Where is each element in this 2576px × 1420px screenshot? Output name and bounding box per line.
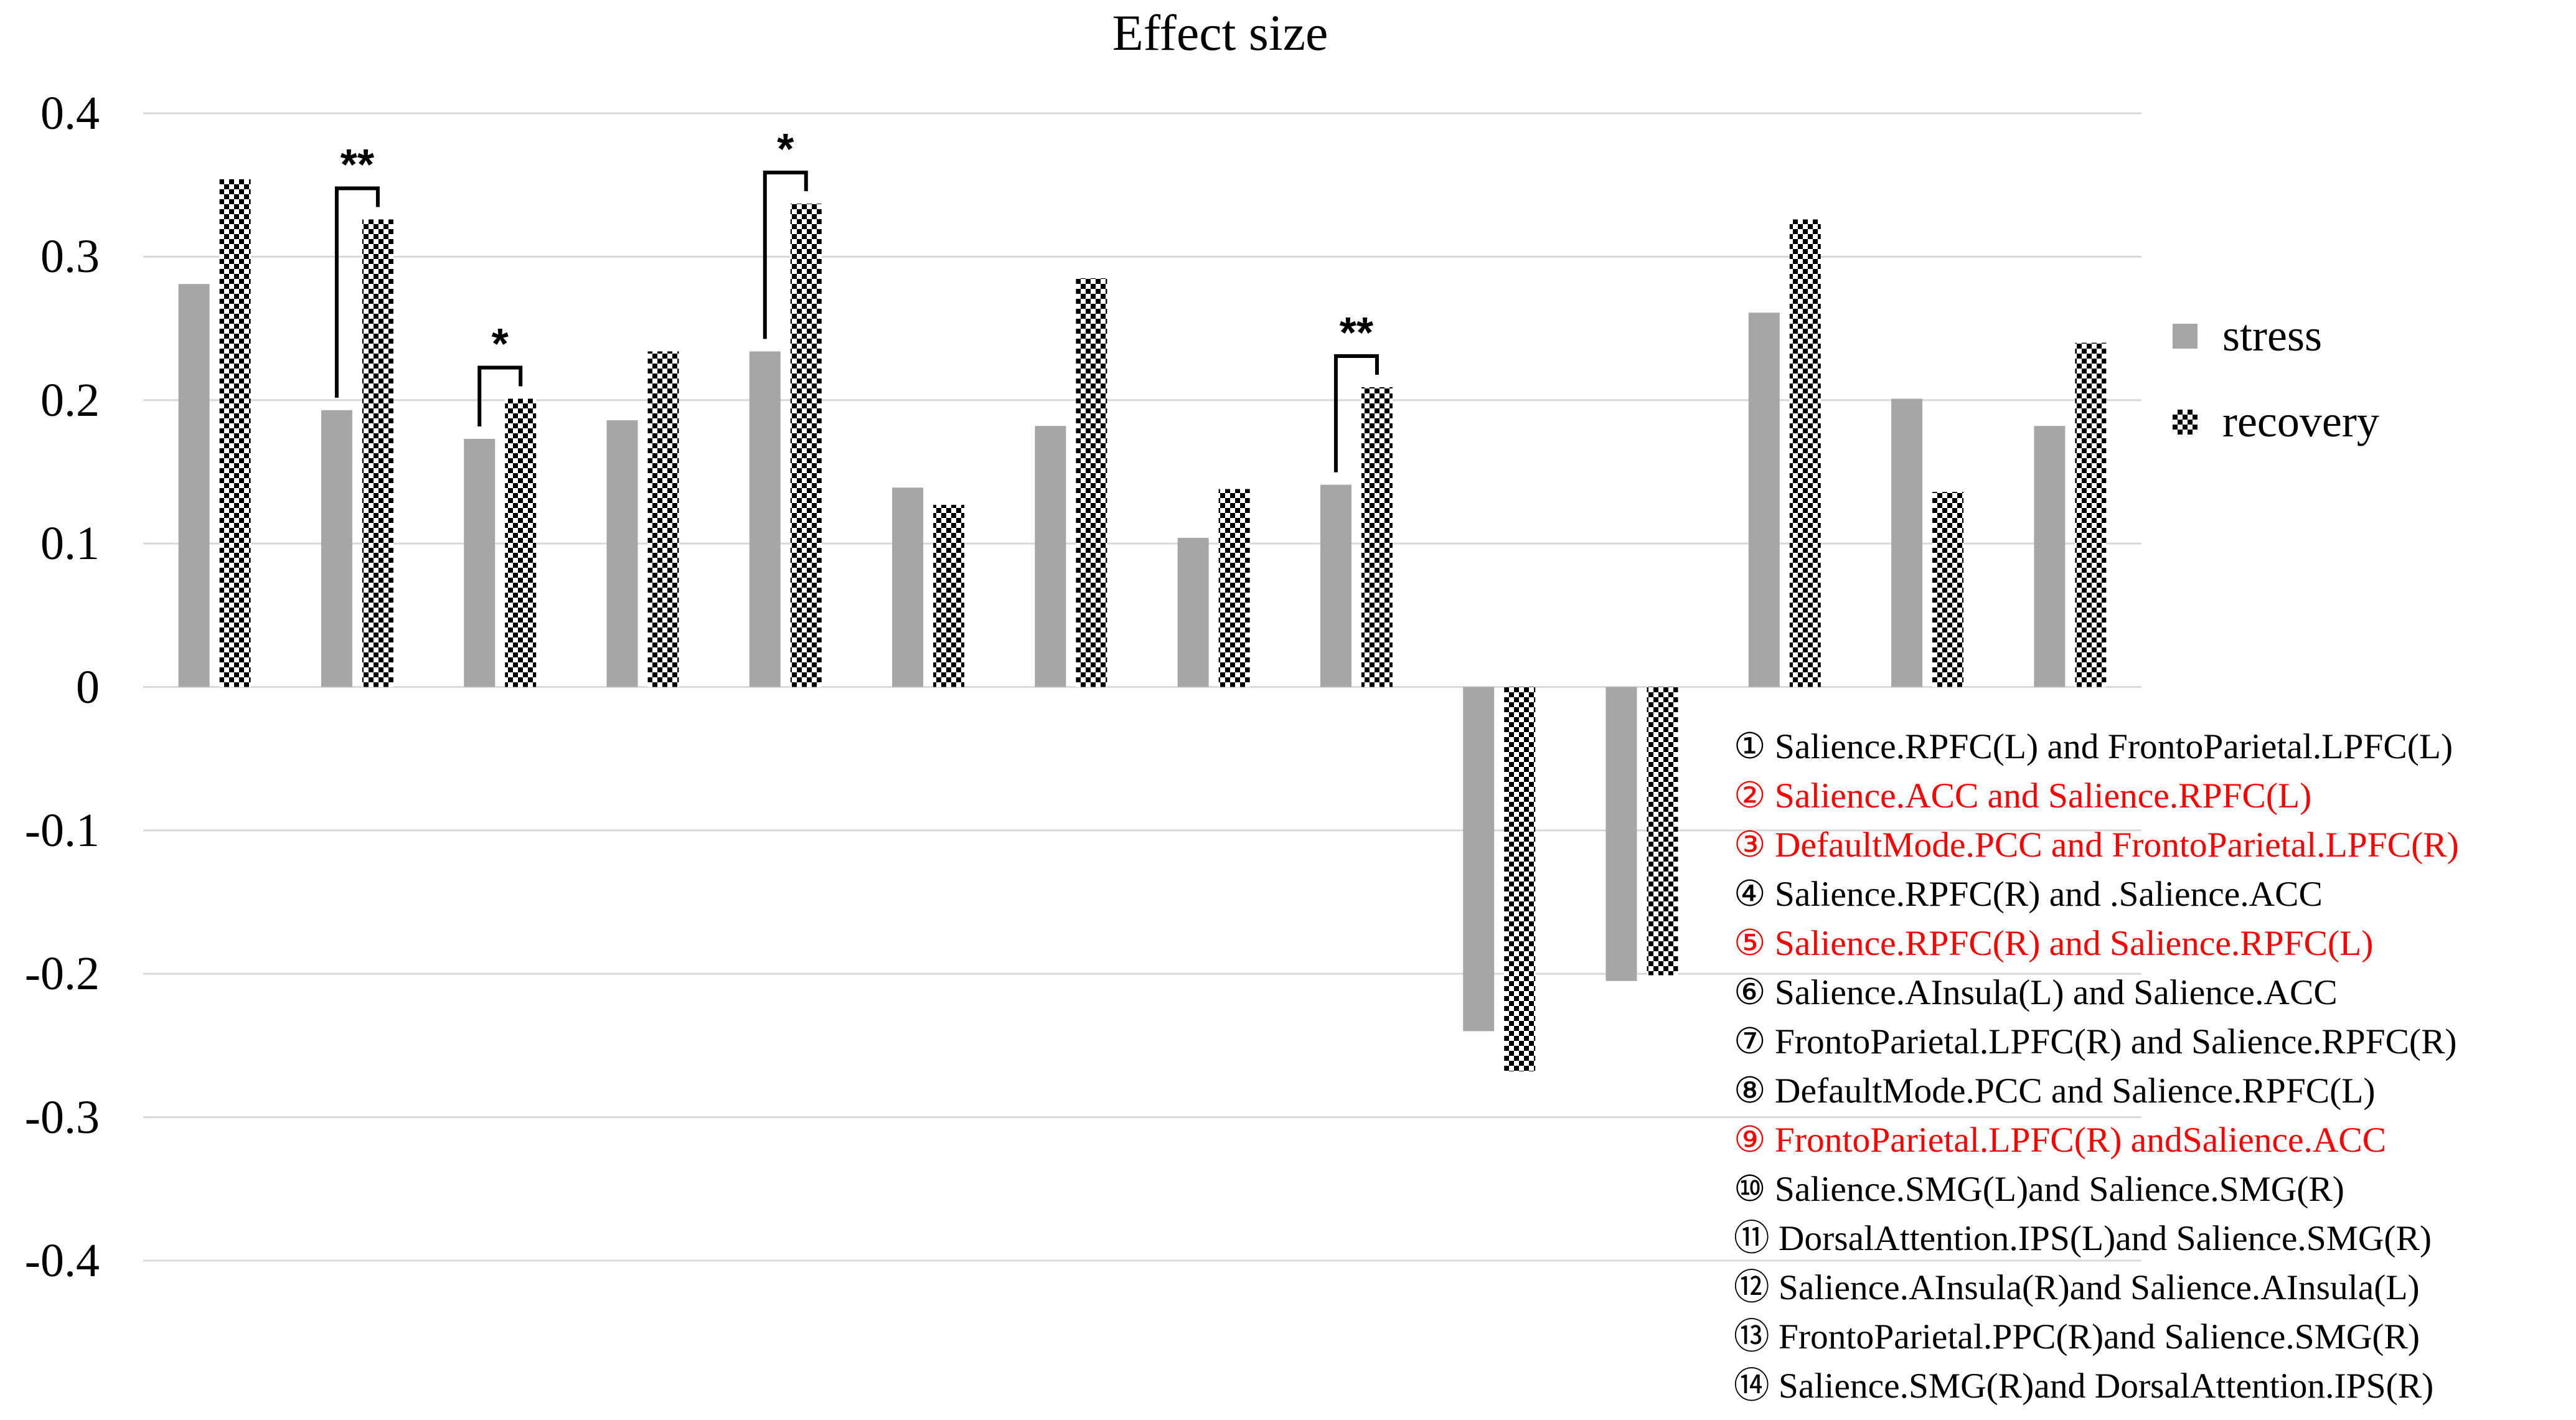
bar-recovery-4 bbox=[647, 351, 679, 687]
bar-stress-12 bbox=[1748, 313, 1780, 687]
bar-stress-1 bbox=[178, 284, 210, 687]
bar-stress-4 bbox=[606, 420, 638, 687]
bar-recovery-9 bbox=[1361, 387, 1393, 687]
significance-bracket-5 bbox=[763, 171, 808, 339]
pair-label-4: ④ Salience.RPFC(R) and .Salience.ACC bbox=[1734, 875, 2323, 914]
pair-label-5: ⑤ Salience.RPFC(R) and Salience.RPFC(L) bbox=[1734, 924, 2374, 963]
significance-bracket-2 bbox=[334, 186, 380, 398]
bar-recovery-11 bbox=[1647, 687, 1678, 976]
legend-swatch-recovery bbox=[2173, 410, 2198, 435]
pair-label-10: ⑩ Salience.SMG(L)and Salience.SMG(R) bbox=[1734, 1170, 2344, 1209]
bar-stress-3 bbox=[464, 438, 496, 687]
legend-swatch-stress bbox=[2173, 324, 2198, 349]
pair-label-12: ⑫ Salience.AInsula(R)and Salience.AInsul… bbox=[1734, 1268, 2420, 1307]
bar-stress-2 bbox=[321, 410, 352, 687]
bar-recovery-2 bbox=[362, 219, 393, 687]
pair-label-9: ⑨ FrontoParietal.LPFC(R) andSalience.ACC bbox=[1734, 1121, 2387, 1160]
bar-stress-7 bbox=[1035, 426, 1066, 687]
significance-label-3: * bbox=[491, 319, 509, 369]
pair-label-8: ⑧ DefaultMode.PCC and Salience.RPFC(L) bbox=[1734, 1071, 2376, 1111]
y-tick-label: 0.3 bbox=[40, 230, 100, 283]
pair-label-list: ① Salience.RPFC(L) and FrontoParietal.LP… bbox=[1734, 722, 2459, 1411]
bar-recovery-10 bbox=[1504, 687, 1536, 1071]
significance-bracket-9 bbox=[1333, 354, 1379, 473]
bar-stress-11 bbox=[1605, 687, 1637, 981]
bar-recovery-5 bbox=[790, 204, 822, 687]
pair-label-7: ⑦ FrontoParietal.LPFC(R) and Salience.RP… bbox=[1734, 1022, 2457, 1061]
y-tick-label: -0.2 bbox=[24, 947, 100, 1000]
bar-recovery-1 bbox=[219, 179, 251, 687]
y-tick-label: 0 bbox=[76, 661, 100, 713]
pair-label-1: ① Salience.RPFC(L) and FrontoParietal.LP… bbox=[1734, 727, 2453, 766]
bar-stress-13 bbox=[1891, 398, 1923, 687]
y-tick-label: -0.3 bbox=[24, 1091, 100, 1144]
bar-stress-8 bbox=[1177, 537, 1209, 687]
bar-stress-9 bbox=[1320, 484, 1351, 687]
chart-title: Effect size bbox=[1112, 4, 1328, 61]
pair-label-11: ⑪ DorsalAttention.IPS(L)and Salience.SMG… bbox=[1734, 1219, 2432, 1258]
significance-label-2: ** bbox=[340, 140, 375, 189]
bar-stress-6 bbox=[892, 487, 924, 687]
pair-label-3: ③ DefaultMode.PCC and FrontoParietal.LPF… bbox=[1734, 825, 2459, 865]
bar-recovery-3 bbox=[505, 398, 537, 687]
y-tick-label: 0.2 bbox=[40, 374, 100, 426]
bar-recovery-6 bbox=[933, 504, 965, 687]
y-tick-label: -0.1 bbox=[24, 804, 100, 857]
bar-recovery-7 bbox=[1076, 278, 1107, 687]
y-tick-label: 0.1 bbox=[40, 517, 100, 570]
pair-label-6: ⑥ Salience.AInsula(L) and Salience.ACC bbox=[1734, 973, 2338, 1012]
significance-bracket-3 bbox=[477, 365, 523, 426]
significance-brackets bbox=[334, 171, 1379, 473]
bar-recovery-8 bbox=[1218, 489, 1250, 687]
legend-label-recovery: recovery bbox=[2222, 397, 2379, 446]
bar-stress-10 bbox=[1463, 687, 1495, 1032]
legend-label-stress: stress bbox=[2222, 311, 2322, 360]
bar-recovery-13 bbox=[1932, 492, 1964, 687]
pair-label-14: ⑭ Salience.SMG(R)and DorsalAttention.IPS… bbox=[1734, 1366, 2434, 1406]
significance-label-9: ** bbox=[1339, 308, 1374, 357]
y-tick-label: -0.4 bbox=[24, 1234, 100, 1287]
bar-recovery-14 bbox=[2075, 342, 2107, 687]
significance-label-5: * bbox=[777, 125, 794, 174]
pair-label-2: ② Salience.ACC and Salience.RPFC(L) bbox=[1734, 776, 2312, 816]
pair-label-13: ⑬ FrontoParietal.PPC(R)and Salience.SMG(… bbox=[1734, 1317, 2420, 1357]
y-tick-label: 0.4 bbox=[40, 87, 100, 139]
bar-recovery-12 bbox=[1789, 219, 1821, 687]
bar-stress-5 bbox=[749, 351, 781, 687]
bars bbox=[178, 179, 2107, 1071]
bar-stress-14 bbox=[2034, 426, 2066, 687]
